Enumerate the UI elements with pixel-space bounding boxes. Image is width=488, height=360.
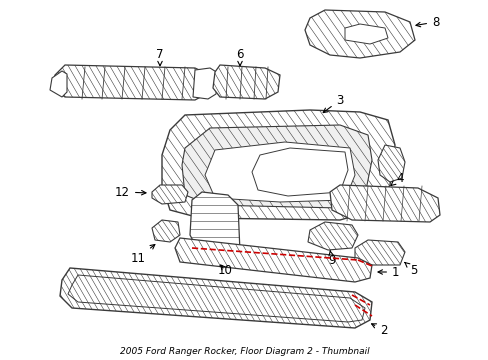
- Text: 5: 5: [404, 262, 417, 276]
- Text: 6: 6: [236, 49, 243, 66]
- Polygon shape: [152, 220, 180, 242]
- Text: 4: 4: [390, 171, 403, 185]
- Text: 9: 9: [327, 251, 335, 266]
- Polygon shape: [190, 192, 240, 262]
- Polygon shape: [204, 142, 354, 202]
- Polygon shape: [52, 65, 209, 100]
- Text: 10: 10: [217, 264, 232, 276]
- Polygon shape: [193, 68, 218, 99]
- Polygon shape: [60, 268, 371, 328]
- Text: 3: 3: [323, 94, 343, 113]
- Polygon shape: [329, 185, 439, 222]
- Polygon shape: [377, 145, 404, 182]
- Polygon shape: [307, 222, 357, 250]
- Text: 12: 12: [115, 185, 146, 198]
- Polygon shape: [305, 10, 414, 58]
- Polygon shape: [354, 240, 404, 265]
- Text: 2005 Ford Ranger Rocker, Floor Diagram 2 - Thumbnail: 2005 Ford Ranger Rocker, Floor Diagram 2…: [120, 347, 368, 356]
- Text: 2: 2: [371, 324, 386, 337]
- Polygon shape: [162, 110, 394, 220]
- Text: 1: 1: [377, 266, 399, 279]
- Polygon shape: [345, 24, 387, 44]
- Text: 11: 11: [130, 244, 155, 265]
- Polygon shape: [152, 185, 187, 204]
- Text: 8: 8: [415, 15, 439, 28]
- Text: 7: 7: [156, 49, 163, 66]
- Polygon shape: [50, 71, 67, 97]
- Polygon shape: [213, 65, 280, 99]
- Polygon shape: [251, 148, 347, 196]
- Polygon shape: [175, 238, 371, 282]
- Polygon shape: [182, 125, 371, 208]
